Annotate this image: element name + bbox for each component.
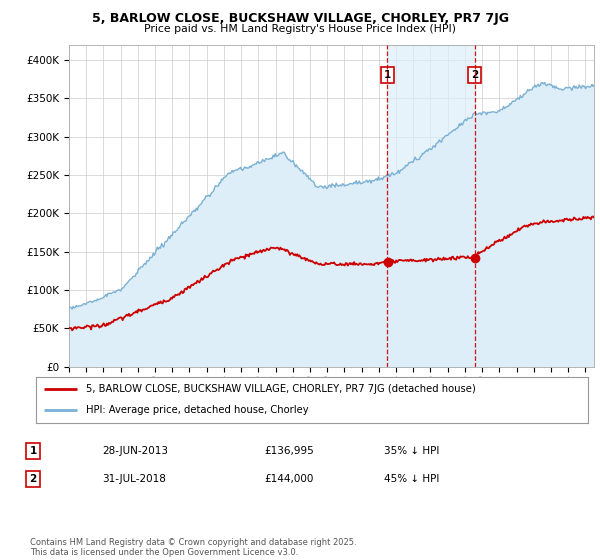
Text: Contains HM Land Registry data © Crown copyright and database right 2025.
This d: Contains HM Land Registry data © Crown c… bbox=[30, 538, 356, 557]
Text: 1: 1 bbox=[29, 446, 37, 456]
Text: 2: 2 bbox=[471, 71, 479, 81]
Text: HPI: Average price, detached house, Chorley: HPI: Average price, detached house, Chor… bbox=[86, 405, 308, 416]
Text: 5, BARLOW CLOSE, BUCKSHAW VILLAGE, CHORLEY, PR7 7JG: 5, BARLOW CLOSE, BUCKSHAW VILLAGE, CHORL… bbox=[91, 12, 509, 25]
Text: 35% ↓ HPI: 35% ↓ HPI bbox=[384, 446, 439, 456]
Text: 5, BARLOW CLOSE, BUCKSHAW VILLAGE, CHORLEY, PR7 7JG (detached house): 5, BARLOW CLOSE, BUCKSHAW VILLAGE, CHORL… bbox=[86, 384, 475, 394]
Text: £144,000: £144,000 bbox=[264, 474, 313, 484]
Text: £136,995: £136,995 bbox=[264, 446, 314, 456]
Text: 28-JUN-2013: 28-JUN-2013 bbox=[102, 446, 168, 456]
Text: 2: 2 bbox=[29, 474, 37, 484]
Text: 45% ↓ HPI: 45% ↓ HPI bbox=[384, 474, 439, 484]
Text: Price paid vs. HM Land Registry's House Price Index (HPI): Price paid vs. HM Land Registry's House … bbox=[144, 24, 456, 34]
Text: 1: 1 bbox=[383, 71, 391, 81]
Text: 31-JUL-2018: 31-JUL-2018 bbox=[102, 474, 166, 484]
